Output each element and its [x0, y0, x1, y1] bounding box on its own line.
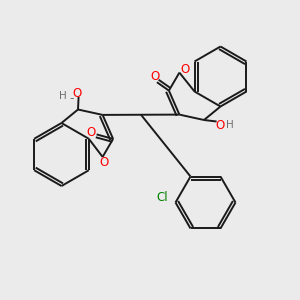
Text: O: O [87, 126, 96, 140]
Text: H: H [58, 91, 66, 101]
Text: O: O [216, 119, 225, 132]
Text: -: - [69, 92, 74, 105]
Text: O: O [73, 86, 82, 100]
Text: Cl: Cl [156, 190, 168, 204]
Text: H: H [226, 120, 233, 130]
Text: O: O [100, 156, 109, 169]
Text: O: O [180, 62, 189, 76]
Text: O: O [151, 70, 160, 83]
